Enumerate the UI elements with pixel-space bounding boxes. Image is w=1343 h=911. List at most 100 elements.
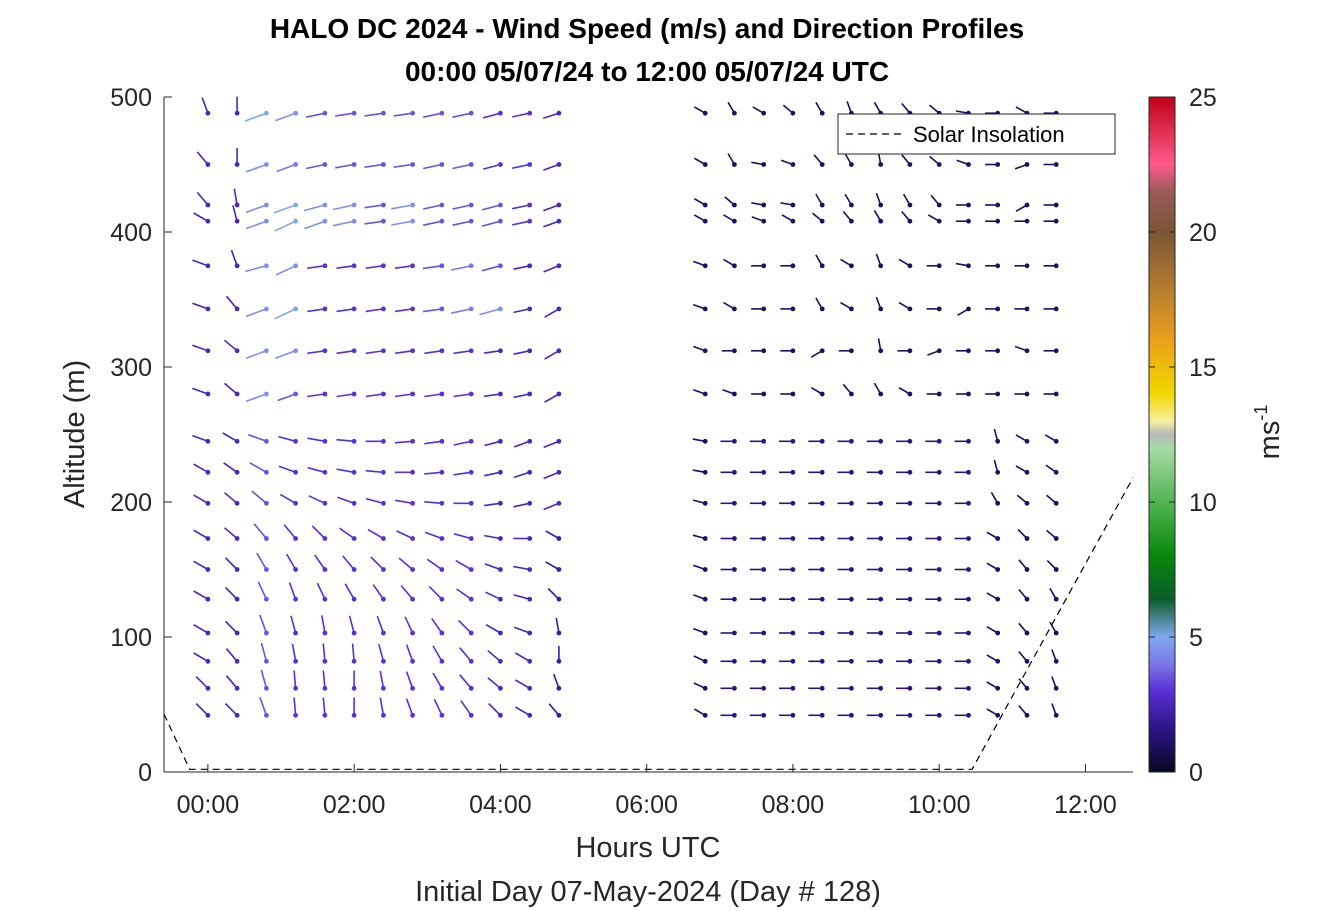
wind-barb-stick [223, 339, 238, 352]
wind-barb-stick [337, 496, 355, 505]
wind-barb-point [702, 630, 708, 636]
wind-barb-stick [274, 308, 296, 320]
wind-barb-point [439, 630, 445, 636]
wind-barb-point [205, 500, 211, 506]
wind-barb-point [819, 536, 825, 541]
wind-barb-point [966, 685, 971, 691]
wind-barb-stick [458, 619, 472, 634]
chart-subtitle: 00:00 05/07/24 to 12:00 05/07/24 UTC [405, 56, 889, 87]
wind-barb-point [264, 567, 269, 572]
wind-barb-point [702, 110, 708, 116]
wind-barb-point [293, 218, 298, 224]
wind-barb-stick [555, 617, 560, 634]
wind-barb-point [907, 348, 913, 354]
wind-barb-point [878, 712, 884, 718]
wind-barb-point [849, 685, 854, 691]
wind-barb-point [936, 536, 942, 541]
wind-barb-stick [487, 650, 501, 662]
wind-barb-point [995, 438, 1001, 444]
wind-barb-point [351, 162, 357, 167]
wind-barb-stick [230, 249, 238, 267]
wind-barb-point [322, 218, 328, 224]
wind-barb-stick [232, 205, 238, 222]
wind-barb-stick [335, 163, 355, 169]
wind-barb-point [1053, 567, 1059, 572]
wind-barb-point [410, 110, 415, 116]
wind-barb-stick [487, 677, 501, 689]
wind-barb-point [1024, 596, 1030, 602]
wind-barb-point [878, 202, 884, 208]
wind-barb-point [468, 567, 474, 572]
wind-barb-point [907, 263, 913, 269]
wind-barb-point [732, 438, 737, 444]
wind-barb-stick [483, 350, 501, 354]
wind-barb-stick [256, 552, 268, 570]
wind-barb-stick [485, 624, 501, 634]
wind-barb-point [527, 630, 533, 636]
wind-barb-stick [224, 557, 238, 571]
wind-barb-point [381, 218, 386, 224]
wind-barb-point [527, 306, 533, 312]
wind-barb-point [907, 685, 913, 691]
y-tick-label: 0 [138, 759, 152, 787]
wind-barb-point [936, 630, 942, 636]
wind-barb-point [439, 596, 445, 602]
wind-barb-point [819, 348, 825, 354]
wind-barb-point [527, 658, 533, 664]
wind-barb-point [351, 438, 357, 444]
wind-barb-point [468, 202, 474, 208]
wind-barb-stick [364, 112, 384, 117]
wind-barb-point [498, 202, 503, 208]
wind-barb-point [966, 306, 971, 312]
wind-barb-point [849, 202, 854, 208]
wind-barb-point [264, 348, 269, 354]
wind-barb-stick [307, 437, 326, 443]
wind-barb-point [293, 162, 298, 167]
wind-barb-point [1053, 391, 1059, 397]
wind-barb-point [468, 162, 474, 167]
wind-barb-point [966, 469, 971, 475]
wind-barb-point [293, 438, 298, 444]
wind-barb-stick [192, 344, 209, 352]
wind-barb-point [234, 469, 240, 475]
wind-barb-stick [513, 565, 530, 571]
chart-title: HALO DC 2024 - Wind Speed (m/s) and Dire… [270, 13, 1024, 44]
wind-barb-point [761, 596, 767, 602]
wind-barb-point [234, 348, 240, 354]
wind-barb-stick [351, 643, 355, 662]
wind-barb-point [264, 712, 269, 718]
wind-barb-stick [335, 112, 355, 117]
wind-barb-point [936, 469, 942, 475]
wind-barb-stick [514, 679, 531, 689]
x-axis-sublabel: Initial Day 07-May-2024 (Day # 128) [415, 876, 881, 908]
wind-barb-stick [484, 440, 501, 447]
wind-barb-stick [290, 615, 297, 634]
wind-barb-point [293, 202, 298, 208]
wind-barb-point [322, 536, 328, 541]
wind-barb-stick [223, 382, 238, 395]
wind-barb-stick [513, 265, 530, 270]
wind-barb-point [732, 202, 737, 208]
wind-barb-stick [424, 440, 443, 445]
wind-barb-stick [283, 524, 297, 540]
wind-barb-point [790, 391, 796, 397]
wind-barb-point [439, 712, 445, 718]
wind-barb-point [410, 469, 415, 475]
wind-barb-stick [513, 626, 530, 634]
wind-barb-stick [196, 151, 209, 166]
wind-barb-stick [245, 163, 267, 173]
wind-barb-point [702, 218, 708, 224]
wind-barb-point [995, 630, 1001, 636]
wind-barb-stick [485, 591, 501, 600]
wind-barb-point [410, 658, 415, 664]
wind-barb-stick [222, 432, 238, 442]
wind-barb-stick [311, 525, 326, 540]
wind-barb-point [761, 263, 767, 269]
wind-barb-stick [332, 204, 355, 211]
wind-barb-point [995, 500, 1001, 506]
wind-barb-stick [274, 220, 296, 232]
y-tick-label: 100 [110, 624, 152, 652]
wind-barb-point [293, 685, 298, 691]
wind-barb-point [878, 500, 884, 506]
wind-barb-point [351, 658, 357, 664]
